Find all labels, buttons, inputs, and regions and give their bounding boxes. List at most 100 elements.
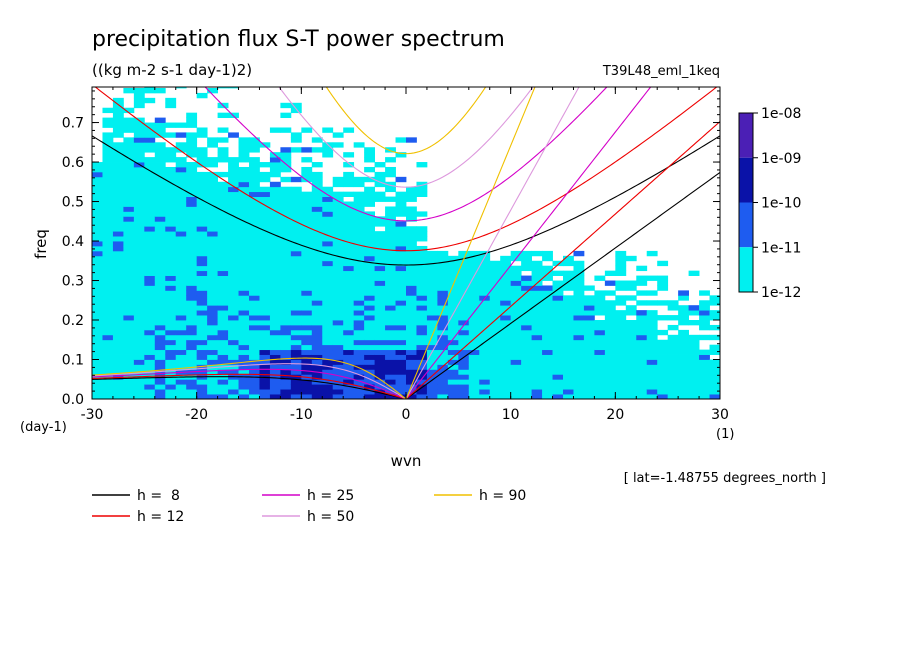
field-cell xyxy=(175,344,187,351)
field-cell xyxy=(322,295,334,301)
field-cell xyxy=(165,280,177,286)
field-cell xyxy=(165,285,177,291)
field-cell xyxy=(133,250,145,257)
field-cell xyxy=(500,305,512,311)
field-cell xyxy=(699,320,710,326)
field-cell xyxy=(112,191,124,197)
field-cell xyxy=(636,379,648,385)
field-cell xyxy=(217,320,229,326)
field-cell xyxy=(123,137,135,143)
field-cell xyxy=(238,369,250,375)
field-cell xyxy=(646,384,658,390)
field-cell xyxy=(207,231,218,237)
field-cell xyxy=(249,186,260,193)
field-cell xyxy=(311,295,323,301)
field-cell xyxy=(573,310,585,316)
field-cell xyxy=(92,201,103,207)
field-cell xyxy=(269,334,281,341)
field-cell xyxy=(353,226,365,232)
field-cell xyxy=(249,270,260,276)
field-cell xyxy=(102,162,114,168)
field-cell xyxy=(699,374,710,380)
field-cell xyxy=(416,191,428,197)
field-cell xyxy=(249,329,260,336)
field-cell xyxy=(133,364,145,370)
field-cell xyxy=(552,359,564,365)
field-cell xyxy=(604,334,616,341)
field-cell xyxy=(573,364,585,370)
field-cell xyxy=(374,241,386,247)
field-cell xyxy=(102,196,114,202)
field-cell xyxy=(217,87,229,89)
field-cell xyxy=(144,87,156,89)
field-cell xyxy=(385,231,396,237)
field-cell xyxy=(479,384,491,390)
field-cell xyxy=(217,285,229,291)
field-cell xyxy=(688,334,700,341)
field-cell xyxy=(290,211,302,217)
field-cell xyxy=(510,310,522,316)
y-tick-label: 0.7 xyxy=(62,116,84,132)
field-cell xyxy=(165,295,177,301)
field-cell xyxy=(165,206,177,212)
field-cell xyxy=(144,389,156,395)
field-cell xyxy=(688,384,700,390)
field-cell xyxy=(196,379,208,385)
field-cell xyxy=(688,374,700,380)
field-cell xyxy=(144,394,156,399)
field-cell xyxy=(186,231,198,237)
field-cell xyxy=(165,300,177,306)
field-cell xyxy=(468,329,480,336)
field-cell xyxy=(280,374,292,380)
field-cell xyxy=(657,260,669,267)
field-cell xyxy=(542,300,553,306)
field-cell xyxy=(228,176,239,183)
field-cell xyxy=(364,290,375,296)
field-cell xyxy=(238,384,250,390)
field-cell xyxy=(625,374,637,380)
field-cell xyxy=(332,334,344,341)
field-cell xyxy=(594,369,606,375)
field-cell xyxy=(290,250,302,257)
field-cell xyxy=(521,285,532,291)
field-cell xyxy=(311,181,323,188)
field-cell xyxy=(311,137,323,143)
field-cell xyxy=(269,127,281,133)
field-cell xyxy=(521,265,532,272)
dispersion-curves xyxy=(92,87,720,399)
field-cell xyxy=(657,394,669,399)
field-cell xyxy=(175,122,187,128)
x-tick-label: 10 xyxy=(502,407,520,423)
field-cell xyxy=(385,265,396,272)
field-cell xyxy=(563,389,574,395)
field-cell xyxy=(468,374,480,380)
field-cell xyxy=(311,270,323,276)
field-cell xyxy=(353,384,365,390)
field-cell xyxy=(186,305,198,311)
field-cell xyxy=(353,250,365,257)
field-cell xyxy=(395,290,407,296)
field-cell xyxy=(249,344,260,351)
field-cell xyxy=(228,384,239,390)
field-cell xyxy=(112,270,124,276)
field-cell xyxy=(646,389,658,395)
field-cell xyxy=(500,295,512,301)
field-cell xyxy=(510,329,522,336)
field-cell xyxy=(311,374,323,380)
field-cell xyxy=(385,290,396,296)
field-cell xyxy=(123,162,135,168)
field-cell xyxy=(353,191,365,197)
field-cell xyxy=(92,260,103,267)
field-cell xyxy=(207,369,218,375)
field-cell xyxy=(217,186,229,193)
field-cell xyxy=(510,250,522,257)
field-cell xyxy=(678,305,689,311)
field-cell xyxy=(175,201,187,207)
field-cell xyxy=(542,389,553,395)
field-cell xyxy=(133,324,145,331)
field-cell xyxy=(322,206,334,212)
field-cell xyxy=(154,255,166,262)
field-cell xyxy=(301,127,313,133)
field-cell xyxy=(521,295,532,301)
field-cell xyxy=(688,270,700,276)
